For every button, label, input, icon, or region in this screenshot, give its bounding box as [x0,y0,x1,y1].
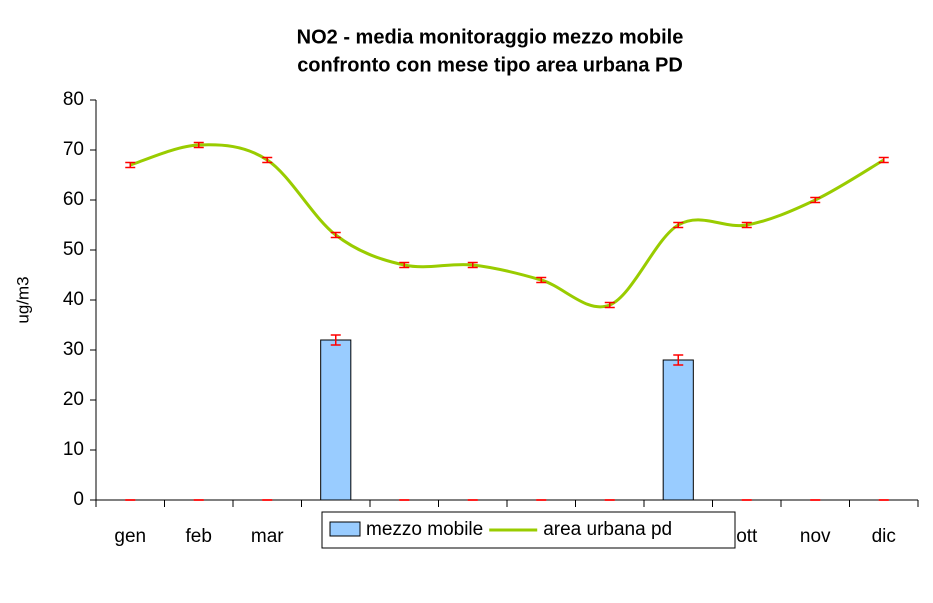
legend-swatch [329,521,361,537]
y-tick-label: 60 [63,189,84,210]
chart-subtitle: confronto con mese tipo area urbana PD [297,54,683,76]
legend-label: mezzo mobile [366,519,483,540]
x-tick-label: dic [872,526,896,547]
y-tick-label: 40 [63,289,84,310]
x-tick-label: gen [114,526,146,547]
bar [320,339,352,501]
legend-label: area urbana pd [543,519,672,540]
chart-title: NO2 - media monitoraggio mezzo mobile [297,26,684,48]
y-tick-label: 10 [63,439,84,460]
bar [662,359,694,501]
y-axis-label: ug/m3 [13,276,32,323]
y-tick-label: 30 [63,339,84,360]
y-tick-label: 50 [63,239,84,260]
y-tick-label: 20 [63,389,84,410]
y-tick-label: 0 [73,489,84,510]
x-tick-label: feb [186,526,212,547]
x-tick-label: mar [251,526,284,547]
x-tick-label: ott [736,526,758,547]
y-tick-label: 70 [63,139,84,160]
y-tick-label: 80 [63,89,84,110]
x-tick-label: nov [800,526,831,547]
